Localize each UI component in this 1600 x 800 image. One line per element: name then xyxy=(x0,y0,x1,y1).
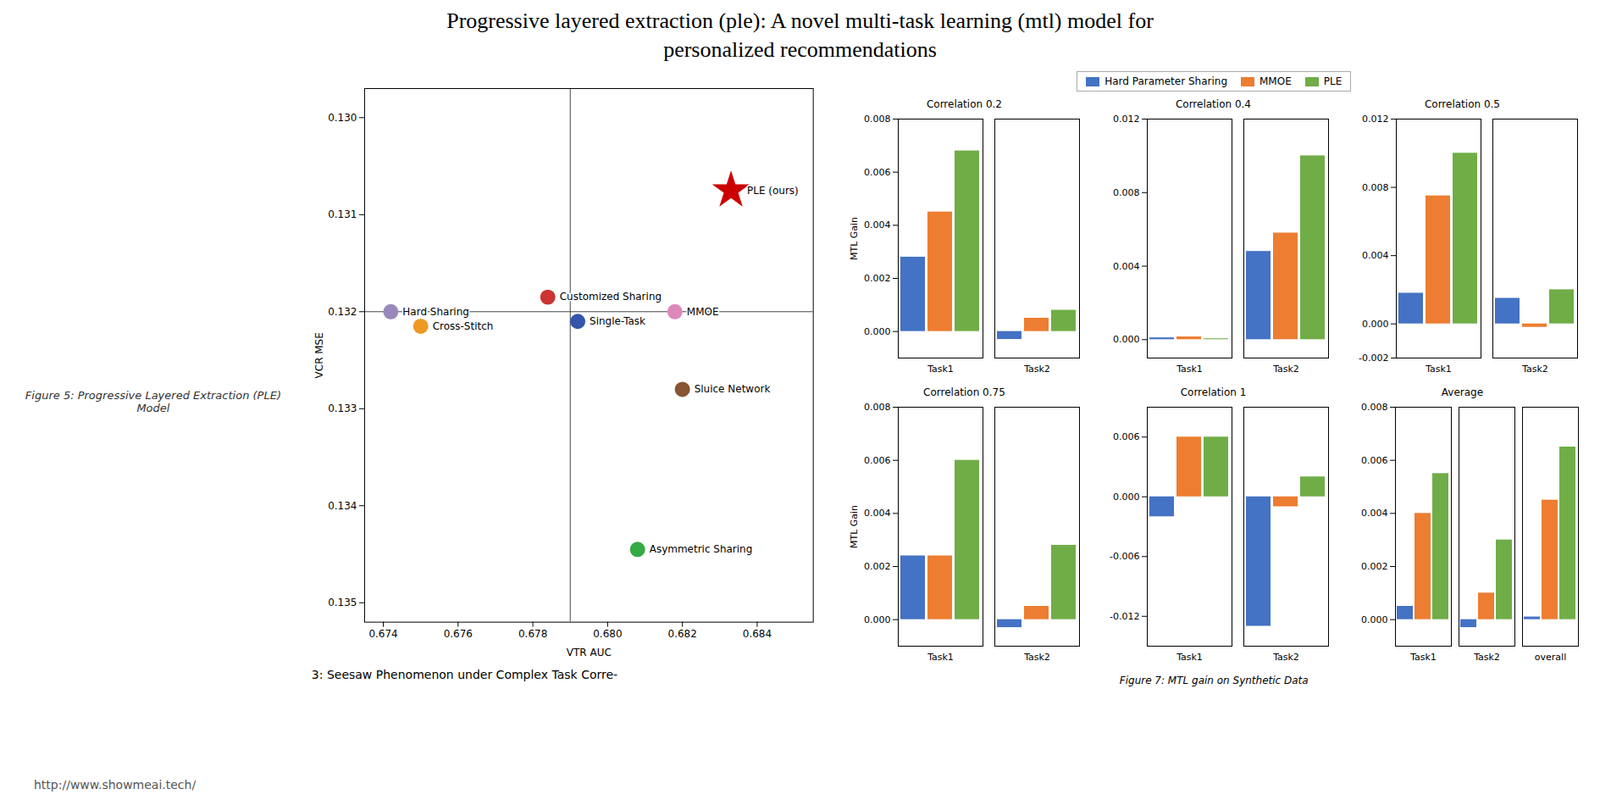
svg-text:0.000: 0.000 xyxy=(863,614,892,626)
html-text:Correlation 0.75: Correlation 0.75 xyxy=(923,386,1006,399)
html-text:http://www.showmeai.tech/: http://www.showmeai.tech/ xyxy=(33,777,196,792)
html-text:Progressive layered extraction: Progressive layered extraction (ple): A … xyxy=(446,8,1154,34)
svg-text:0.004: 0.004 xyxy=(1361,249,1390,261)
svg-text:0.000: 0.000 xyxy=(863,326,892,338)
svg-text:Task2: Task2 xyxy=(1024,363,1052,375)
svg-text:Task2: Task2 xyxy=(1522,363,1550,375)
html-text:Correlation 1: Correlation 1 xyxy=(1180,386,1247,399)
svg-text:0.008: 0.008 xyxy=(863,401,892,413)
svg-text:Task2: Task2 xyxy=(1024,651,1052,663)
html-text:Figure 7: MTL gain on Syntheti: Figure 7: MTL gain on Synthetic Data xyxy=(1119,674,1309,687)
html-text:Figure 5: Progressive Layered: Figure 5: Progressive Layered Extraction… xyxy=(25,388,282,415)
svg-text:0.684: 0.684 xyxy=(742,627,772,640)
html-text:3: Seesaw Phenomenon under Com: 3: Seesaw Phenomenon under Complex Task … xyxy=(311,667,618,681)
svg-text:MMOE: MMOE xyxy=(686,305,720,318)
svg-text:0.008: 0.008 xyxy=(863,113,892,125)
svg-text:Sluice Network: Sluice Network xyxy=(693,382,770,395)
svg-text:0.008: 0.008 xyxy=(1361,401,1389,413)
svg-text:Task1: Task1 xyxy=(927,363,955,375)
svg-text:Task1: Task1 xyxy=(1176,651,1204,663)
svg-text:Task1: Task1 xyxy=(927,651,955,663)
svg-text:MTL Gain: MTL Gain xyxy=(849,216,861,261)
html-text:PLE: PLE xyxy=(1323,75,1342,88)
html-text:Correlation 0.2: Correlation 0.2 xyxy=(926,98,1003,111)
svg-text:0.676: 0.676 xyxy=(442,627,472,640)
svg-text:0.130: 0.130 xyxy=(327,111,357,124)
html-text:Correlation 0.4: Correlation 0.4 xyxy=(1175,98,1252,111)
html-text:Correlation 0.5: Correlation 0.5 xyxy=(1424,98,1501,111)
svg-text:0.678: 0.678 xyxy=(518,627,548,640)
svg-text:0.006: 0.006 xyxy=(1112,431,1141,443)
svg-text:PLE (ours): PLE (ours) xyxy=(747,184,799,197)
svg-text:-0.012: -0.012 xyxy=(1110,610,1141,622)
svg-text:0.004: 0.004 xyxy=(863,219,892,231)
svg-text:0.682: 0.682 xyxy=(667,627,697,640)
svg-text:0.008: 0.008 xyxy=(1361,182,1390,194)
svg-text:Asymmetric Sharing: Asymmetric Sharing xyxy=(649,542,753,555)
svg-text:0.134: 0.134 xyxy=(327,499,357,512)
svg-text:0.674: 0.674 xyxy=(368,627,398,640)
svg-text:0.002: 0.002 xyxy=(1361,560,1389,572)
svg-text:0.133: 0.133 xyxy=(327,402,357,415)
html-text:personalized recommendations: personalized recommendations xyxy=(663,37,937,62)
svg-text:0.000: 0.000 xyxy=(1361,318,1390,330)
svg-text:Task1: Task1 xyxy=(1425,363,1453,375)
svg-text:VCR MSE: VCR MSE xyxy=(313,332,326,378)
svg-text:0.000: 0.000 xyxy=(1112,491,1141,503)
svg-text:Task2: Task2 xyxy=(1273,651,1301,663)
svg-text:0.006: 0.006 xyxy=(1361,454,1389,466)
html-text:MMOE: MMOE xyxy=(1259,75,1292,88)
svg-text:0.002: 0.002 xyxy=(863,560,892,572)
svg-text:MTL Gain: MTL Gain xyxy=(849,504,861,549)
svg-text:VTR AUC: VTR AUC xyxy=(566,646,612,659)
svg-text:0.004: 0.004 xyxy=(1112,260,1141,272)
svg-text:0.000: 0.000 xyxy=(1112,333,1141,345)
svg-text:0.012: 0.012 xyxy=(1112,113,1141,125)
html-text:Average: Average xyxy=(1441,386,1484,399)
svg-text:Customized Sharing: Customized Sharing xyxy=(559,290,662,303)
svg-text:0.008: 0.008 xyxy=(1112,187,1141,199)
svg-text:0.131: 0.131 xyxy=(327,208,357,221)
svg-text:0.002: 0.002 xyxy=(863,272,892,284)
svg-text:Task1: Task1 xyxy=(1176,363,1204,375)
svg-text:0.006: 0.006 xyxy=(863,454,892,466)
svg-text:0.012: 0.012 xyxy=(1361,113,1390,125)
svg-text:Task2: Task2 xyxy=(1273,363,1301,375)
svg-text:0.004: 0.004 xyxy=(863,507,892,519)
svg-text:0.680: 0.680 xyxy=(592,627,622,640)
svg-text:Task1: Task1 xyxy=(1410,651,1438,663)
svg-text:0.000: 0.000 xyxy=(1361,614,1389,626)
svg-text:Task2: Task2 xyxy=(1473,651,1501,663)
svg-text:0.006: 0.006 xyxy=(863,166,892,178)
svg-text:Hard Sharing: Hard Sharing xyxy=(402,305,470,318)
svg-text:0.004: 0.004 xyxy=(1361,507,1389,519)
svg-text:0.132: 0.132 xyxy=(327,305,357,318)
svg-text:Cross-Stitch: Cross-Stitch xyxy=(431,320,493,333)
svg-text:Single-Task: Single-Task xyxy=(589,315,646,327)
svg-text:-0.002: -0.002 xyxy=(1359,352,1390,364)
html-text:Hard Parameter Sharing: Hard Parameter Sharing xyxy=(1104,75,1228,88)
svg-text:0.135: 0.135 xyxy=(327,596,357,609)
svg-text:-0.006: -0.006 xyxy=(1110,550,1141,562)
svg-text:overall: overall xyxy=(1534,651,1567,663)
